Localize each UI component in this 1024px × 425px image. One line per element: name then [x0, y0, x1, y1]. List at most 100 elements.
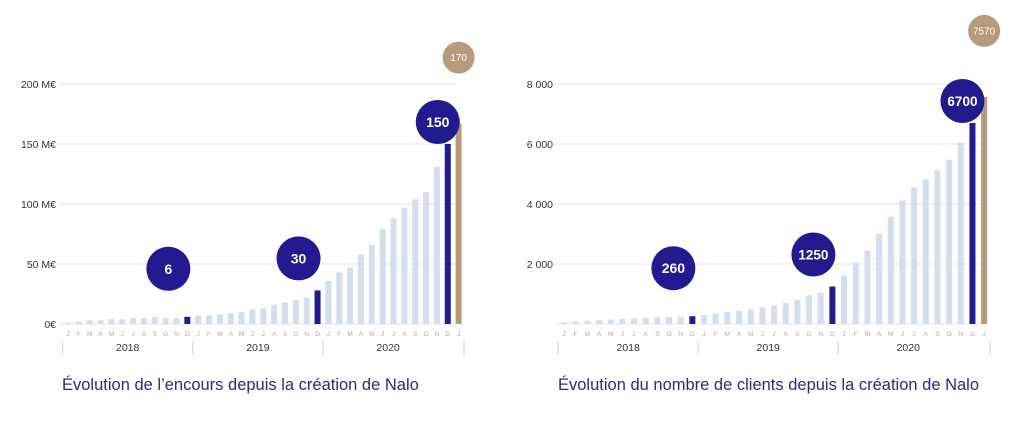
encours-x-tick-label: M: [87, 331, 92, 338]
encours-bar: [336, 272, 343, 324]
encours-bar: [282, 302, 288, 324]
encours-bar: [151, 316, 158, 324]
clients-bar: [899, 200, 906, 324]
encours-x-tick-label: M: [239, 331, 244, 338]
clients-bar: [677, 316, 684, 324]
clients-x-tick-label: A: [644, 331, 649, 338]
encours-x-tick-label: J: [121, 331, 124, 338]
encours-x-tick-label: M: [109, 331, 114, 338]
encours-x-tick-label: S: [413, 331, 418, 338]
clients-x-tick-label: F: [574, 331, 578, 338]
clients-x-tick-label: N: [678, 331, 683, 338]
encours-x-tick-label: M: [347, 331, 352, 338]
encours-bar: [75, 321, 82, 324]
encours-bar: [390, 218, 397, 324]
clients-highlight-bubble: [651, 246, 696, 291]
clients-bar: [922, 179, 929, 324]
clients-x-tick-label: J: [632, 331, 635, 338]
encours-bar: [444, 144, 451, 324]
encours-x-tick-label: J: [392, 331, 395, 338]
encours-bar: [195, 315, 202, 324]
encours-x-tick-label: D: [315, 331, 320, 338]
clients-bar: [654, 317, 661, 324]
encours-highlight-label: 150: [426, 114, 450, 130]
encours-highlight-label: 6: [164, 261, 172, 277]
encours-year-label: 2018: [116, 342, 140, 354]
encours-x-tick-label: S: [283, 331, 288, 338]
clients-bar: [724, 312, 731, 324]
clients-highlight-label: 1250: [798, 247, 828, 262]
clients-x-tick-label: S: [795, 331, 800, 338]
encours-bar: [433, 166, 440, 324]
encours-bar: [227, 313, 234, 324]
clients-x-tick-label: N: [818, 331, 823, 338]
clients-highlight-bubble: [791, 232, 836, 277]
encours-bar: [347, 267, 354, 324]
clients-bar: [817, 292, 824, 324]
encours-x-tick-label: M: [217, 331, 222, 338]
encours-y-tick-label: 100 M€: [21, 199, 56, 211]
clients-x-tick-label: J: [562, 331, 565, 338]
clients-year-label: 2018: [617, 342, 641, 354]
encours-x-tick-label: J: [457, 331, 460, 338]
clients-x-tick-label: A: [877, 331, 882, 338]
encours-x-tick-label: O: [163, 331, 168, 338]
clients-bar: [561, 322, 567, 324]
encours-x-tick-label: A: [402, 331, 407, 338]
clients-highlight-bubble: [940, 79, 985, 123]
clients-x-tick-label: M: [888, 331, 893, 338]
clients-x-tick-label: F: [854, 331, 858, 338]
clients-y-tick-label: 6 000: [527, 139, 553, 151]
clients-x-tick-label: J: [621, 331, 624, 338]
clients-bar: [794, 300, 801, 324]
clients-bar: [759, 307, 766, 324]
clients-bar: [852, 262, 859, 324]
clients-bar: [607, 319, 614, 324]
clients-x-tick-label: F: [714, 331, 718, 338]
clients-x-tick-label: O: [666, 331, 671, 338]
clients-bar: [806, 295, 813, 324]
clients-x-tick-label: M: [608, 331, 613, 338]
clients-bar: [969, 123, 976, 324]
chart-caption-clients: Évolution du nombre de clients depuis la…: [558, 376, 980, 394]
clients-x-tick-label: D: [970, 331, 975, 338]
clients-year-label: 2020: [897, 342, 921, 354]
encours-highlight-bubble: [415, 100, 460, 144]
encours-x-tick-label: A: [142, 331, 147, 338]
clients-y-tick-label: 8 000: [527, 79, 553, 91]
clients-bar: [864, 250, 871, 324]
encours-y-tick-label: 0€: [44, 319, 56, 331]
clients-bar: [829, 286, 836, 324]
encours-x-tick-label: J: [262, 331, 265, 338]
clients-projection-bubble: [968, 14, 1001, 47]
encours-x-tick-label: F: [207, 331, 211, 338]
encours-x-tick-label: A: [359, 331, 364, 338]
encours-bar: [86, 320, 93, 324]
encours-x-tick-label: O: [424, 331, 429, 338]
encours-year-label: 2020: [376, 342, 400, 354]
encours-bar: [357, 254, 364, 324]
clients-x-tick-label: O: [807, 331, 812, 338]
clients-x-tick-label: A: [737, 331, 742, 338]
encours-bar: [379, 229, 386, 324]
clients-x-tick-label: D: [830, 331, 835, 338]
encours-bar: [238, 312, 245, 324]
clients-bar: [666, 316, 673, 324]
encours-bar: [162, 318, 169, 324]
encours-x-tick-label: N: [304, 331, 309, 338]
clients-bar: [946, 159, 953, 324]
encours-x-tick-label: F: [77, 331, 81, 338]
encours-x-tick-label: F: [337, 331, 341, 338]
clients-bar: [689, 316, 696, 324]
clients-highlight-label: 260: [662, 260, 686, 276]
clients-x-tick-label: J: [912, 331, 915, 338]
clients-bar: [572, 321, 579, 324]
encours-y-tick-label: 50 M€: [27, 259, 56, 271]
clients-x-tick-label: A: [784, 331, 789, 338]
encours-bar: [184, 316, 191, 324]
encours-x-tick-label: J: [197, 331, 200, 338]
encours-bar: [206, 315, 213, 324]
encours-x-tick-label: J: [131, 331, 134, 338]
encours-x-tick-label: J: [66, 331, 69, 338]
